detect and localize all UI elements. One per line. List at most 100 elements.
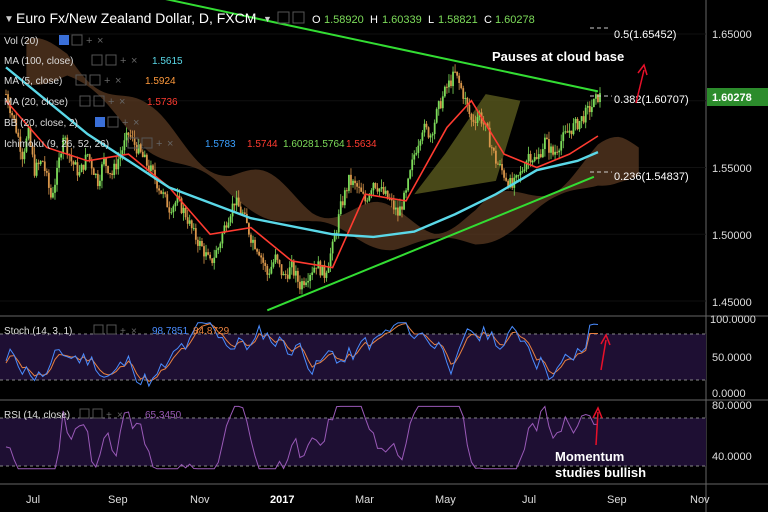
plus-icon[interactable]: + (120, 326, 126, 337)
close-icon[interactable]: × (97, 35, 103, 47)
candle-body (229, 216, 232, 223)
candle-body (354, 180, 356, 184)
candle-body (462, 88, 465, 99)
candle-body (535, 157, 538, 159)
ma20-line (5, 99, 599, 269)
price-tick: 1.50000 (712, 230, 752, 242)
legend-row-bb[interactable]: BB (20, close, 2) + × (4, 116, 139, 129)
close-icon[interactable]: × (115, 75, 121, 87)
settings-icon[interactable] (93, 324, 104, 335)
candle-body (574, 118, 577, 124)
settings-icon[interactable] (79, 408, 90, 419)
plus-icon[interactable]: + (122, 117, 128, 129)
candle-body (213, 257, 216, 264)
candle-body (580, 116, 583, 121)
candle-body (248, 223, 250, 235)
candle-body (356, 183, 358, 187)
legend-row-ma20[interactable]: MA (20, close) + × 1.5736 (4, 95, 178, 108)
arrow-up-icon (600, 333, 611, 371)
candle-body (509, 178, 512, 188)
candle-body (517, 175, 520, 177)
lock-icon[interactable] (89, 74, 101, 86)
settings-icon[interactable] (79, 95, 91, 107)
candle-body (194, 228, 197, 240)
lock-icon[interactable] (92, 408, 103, 419)
candle-body (52, 192, 54, 198)
dropdown-arrow-icon[interactable]: ▼ (263, 14, 272, 24)
symbol-header[interactable]: ▼ Euro Fx/New Zealand Dollar, D, FXCM ▼ (4, 10, 305, 26)
candle-body (78, 172, 81, 176)
candle-body (156, 179, 158, 189)
candle-body (497, 163, 499, 165)
candle-body (80, 164, 83, 173)
settings-icon[interactable] (127, 137, 139, 149)
settings-icon[interactable] (75, 74, 87, 86)
close-icon[interactable]: × (131, 55, 137, 67)
candle-body (313, 267, 316, 273)
stoch-legend[interactable]: Stoch (14, 3, 1) + × 98.7851 84.8729 (4, 324, 230, 337)
arrow-up-icon (635, 63, 648, 104)
candle-body (119, 154, 122, 160)
legend-row-ma100[interactable]: MA (100, close) + × 1.5615 (4, 54, 183, 67)
close-icon[interactable]: × (167, 138, 173, 150)
candle-body (411, 159, 414, 171)
candle-body (503, 170, 505, 178)
settings-icon[interactable] (277, 11, 290, 24)
candle-body (166, 194, 169, 208)
candle-body (82, 164, 85, 170)
candle-body (309, 274, 312, 281)
candle-body (270, 266, 273, 274)
lock-icon[interactable] (106, 324, 117, 335)
lock-icon[interactable] (105, 54, 117, 66)
rsi-legend[interactable]: RSI (14, close) + × 65.3450 (4, 408, 182, 421)
candle-body (225, 225, 228, 228)
plus-icon[interactable]: + (104, 75, 110, 87)
eye-icon[interactable] (59, 35, 69, 45)
plus-icon[interactable]: + (120, 55, 126, 67)
legend-row-ichimoku[interactable]: Ichimoku (9, 26, 52, 26) + × 1.5783 1.57… (4, 137, 377, 150)
settings-icon[interactable] (91, 54, 103, 66)
candle-body (98, 180, 101, 187)
candle-body (360, 187, 363, 192)
plus-icon[interactable]: + (108, 96, 114, 108)
candle-body (537, 154, 540, 159)
close-icon[interactable]: × (117, 410, 123, 421)
candle-body (29, 127, 32, 146)
lock-icon[interactable] (292, 11, 305, 24)
candle-body (131, 136, 134, 138)
candle-body (94, 173, 97, 176)
close-icon[interactable]: × (119, 96, 125, 108)
candle-body (301, 281, 303, 290)
time-tick: 2017 (270, 494, 294, 506)
legend-row-vol[interactable]: Vol (20) + × (4, 34, 103, 47)
candle-body (311, 272, 314, 275)
legend-row-ma5[interactable]: MA (5, close) + × 1.5924 (4, 74, 176, 87)
candle-body (566, 131, 569, 133)
candle-body (209, 254, 212, 259)
collapse-chevron-icon[interactable]: ▼ (4, 14, 14, 25)
ichimoku-cloud (26, 38, 639, 251)
candle-body (9, 104, 11, 114)
plus-icon[interactable]: + (156, 138, 162, 150)
time-tick: Sep (607, 494, 627, 506)
candle-body (558, 150, 561, 153)
candle-body (458, 75, 461, 83)
candle-body (70, 154, 73, 162)
plus-icon[interactable]: + (106, 410, 112, 421)
candle-body (58, 157, 60, 168)
close-icon[interactable]: × (133, 117, 139, 129)
last-price-badge: 1.60278 (707, 88, 768, 106)
plus-icon[interactable]: + (86, 35, 92, 47)
settings-icon[interactable] (71, 34, 83, 46)
close-icon[interactable]: × (131, 326, 137, 337)
candle-body (125, 132, 128, 141)
lock-icon[interactable] (93, 95, 105, 107)
candle-body (84, 154, 87, 170)
settings-icon[interactable] (107, 116, 119, 128)
eye-icon[interactable] (95, 117, 105, 127)
candle-body (139, 144, 142, 152)
lock-icon[interactable] (141, 137, 153, 149)
candle-body (172, 206, 175, 213)
candle-body (72, 161, 75, 165)
